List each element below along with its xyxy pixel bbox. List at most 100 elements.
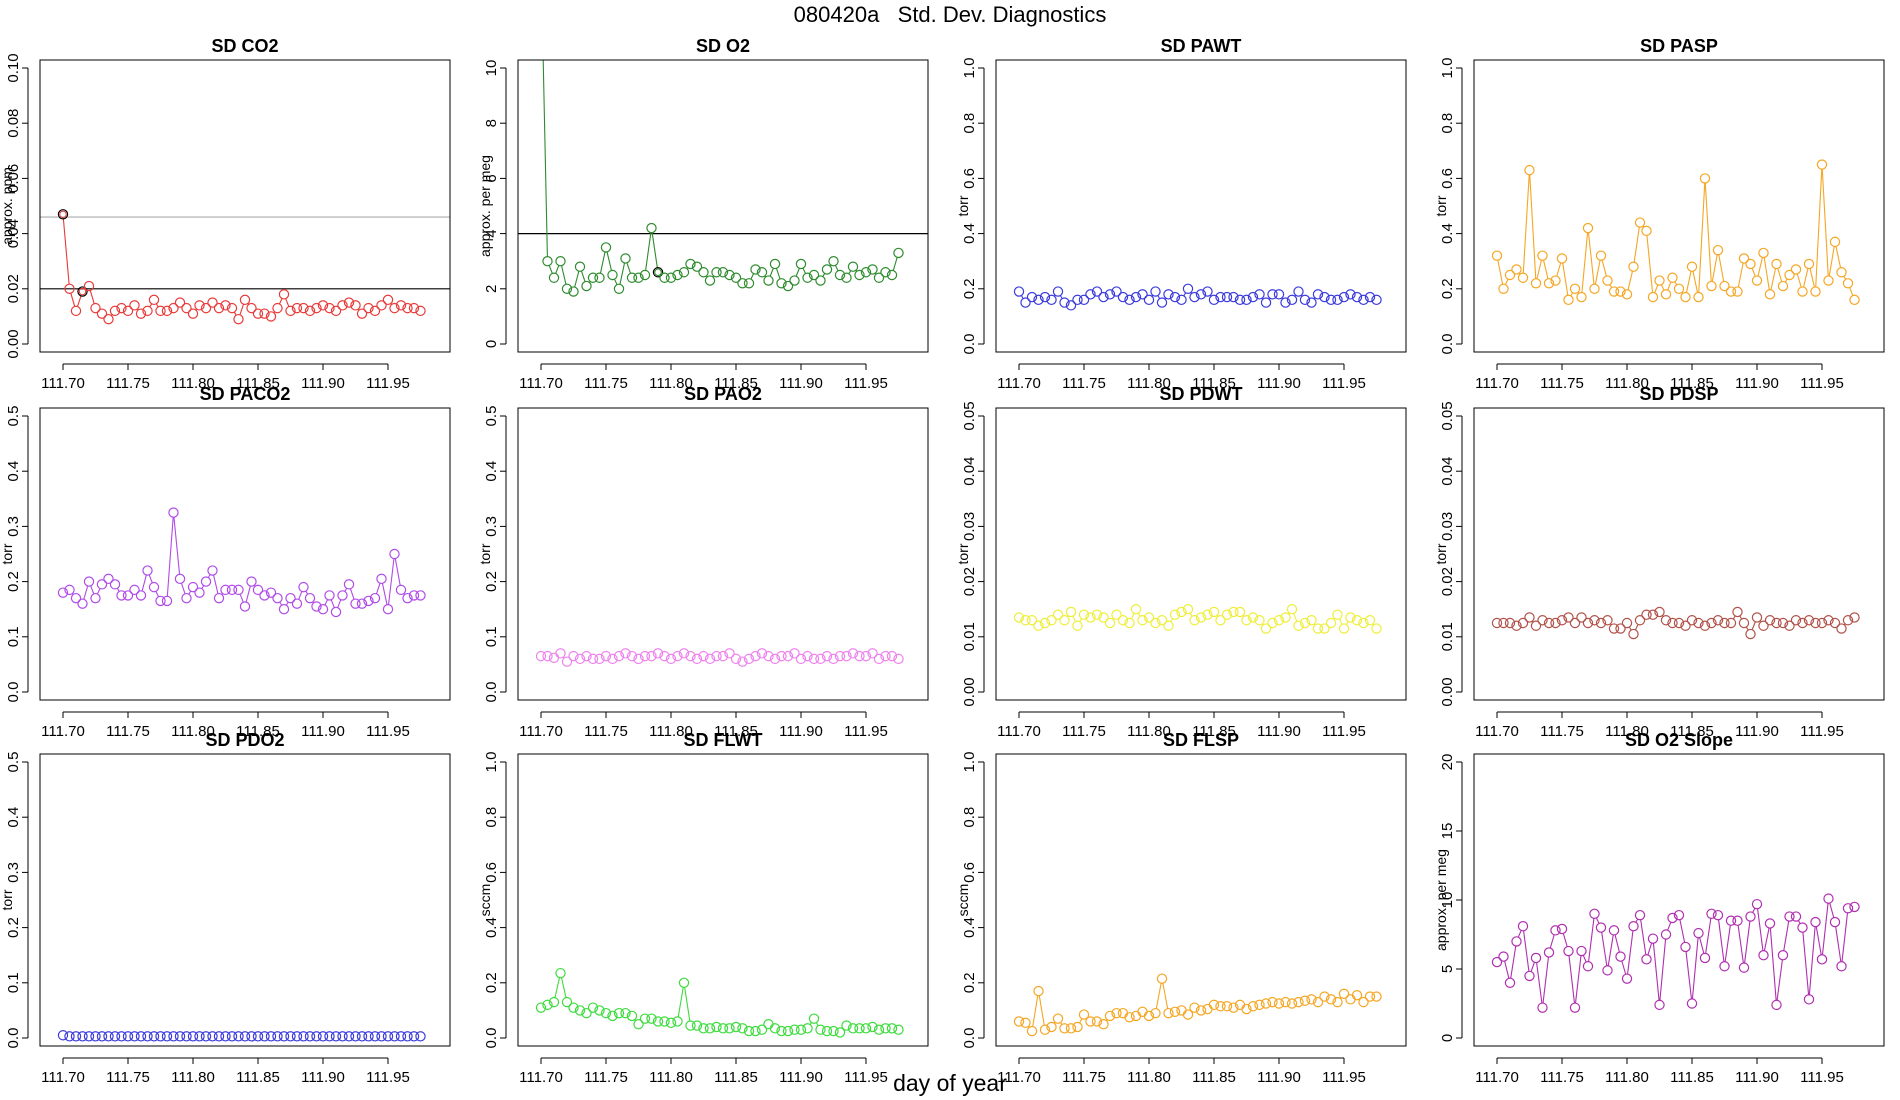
data-point bbox=[1234, 294, 1246, 306]
x-tick-label: 111.70 bbox=[519, 1069, 563, 1086]
data-point bbox=[1706, 617, 1717, 629]
data-point bbox=[278, 1031, 290, 1042]
series-line bbox=[1660, 284, 1665, 291]
data-point bbox=[1299, 617, 1311, 629]
data-point bbox=[1195, 1005, 1207, 1016]
data-point bbox=[1712, 244, 1724, 256]
panel-4: SD PACO2 111.70 111.75 111.80 111.85 111.90 11… bbox=[0, 384, 451, 740]
series-line bbox=[1614, 934, 1620, 953]
data-point bbox=[1797, 922, 1808, 933]
data-point bbox=[1013, 286, 1025, 297]
data-point bbox=[1338, 291, 1350, 303]
data-point bbox=[1660, 289, 1672, 300]
data-point bbox=[1738, 962, 1750, 973]
data-point bbox=[142, 1031, 153, 1042]
data-point bbox=[1569, 283, 1581, 294]
data-point bbox=[181, 302, 192, 314]
data-point bbox=[330, 305, 342, 317]
data-point bbox=[1504, 617, 1516, 629]
series-line bbox=[1803, 268, 1809, 288]
x-tick-label: 111.90 bbox=[301, 375, 345, 392]
data-point bbox=[1293, 286, 1304, 297]
data-point bbox=[704, 653, 716, 665]
series-line bbox=[1815, 926, 1822, 955]
series-line bbox=[1724, 925, 1731, 962]
data-point bbox=[155, 305, 166, 317]
data-point bbox=[1091, 286, 1103, 297]
panel-frame bbox=[39, 753, 451, 1047]
data-point bbox=[1810, 286, 1821, 297]
data-point bbox=[769, 653, 781, 665]
data-point bbox=[1150, 286, 1161, 297]
data-point bbox=[1026, 615, 1038, 626]
series-line bbox=[1155, 983, 1162, 1009]
series-line bbox=[1776, 959, 1783, 1001]
data-point bbox=[265, 587, 277, 598]
data-point bbox=[1085, 1016, 1096, 1027]
data-point bbox=[148, 1031, 160, 1042]
data-point bbox=[548, 272, 560, 283]
series-line bbox=[1162, 983, 1169, 1009]
data-point bbox=[1504, 977, 1516, 989]
data-point bbox=[1286, 998, 1298, 1009]
panel-0: SD CO2 111.70 111.75 111.80 111.85 111.90 111.… bbox=[0, 36, 451, 392]
series-line bbox=[387, 558, 395, 605]
y-tick-label: 0.0 bbox=[483, 682, 500, 703]
data-point bbox=[737, 1023, 748, 1034]
data-point bbox=[1351, 615, 1363, 626]
x-tick-label: 111.80 bbox=[649, 1069, 693, 1086]
series-line bbox=[1633, 227, 1640, 263]
series-line bbox=[1821, 903, 1829, 955]
data-point bbox=[568, 650, 579, 662]
series-line bbox=[1685, 951, 1693, 999]
data-point bbox=[64, 283, 75, 294]
data-point bbox=[1706, 280, 1717, 292]
series-group bbox=[1013, 973, 1382, 1037]
series-line bbox=[1809, 268, 1815, 288]
data-point bbox=[542, 999, 553, 1011]
data-point bbox=[1537, 250, 1548, 261]
y-axis-label: sccm bbox=[477, 884, 493, 917]
y-tick-label: 4 bbox=[483, 229, 500, 237]
series-line bbox=[834, 265, 839, 272]
data-point bbox=[535, 650, 547, 662]
series-line bbox=[1718, 254, 1725, 282]
data-point bbox=[1254, 289, 1265, 300]
data-point bbox=[1530, 278, 1542, 289]
data-point bbox=[1797, 286, 1808, 297]
series-line bbox=[96, 588, 101, 595]
x-tick-label: 111.80 bbox=[649, 375, 693, 392]
y-tick-label: 0.04 bbox=[5, 219, 22, 248]
series-line bbox=[750, 273, 755, 280]
data-point bbox=[220, 300, 231, 311]
data-point bbox=[1517, 921, 1529, 932]
data-point bbox=[1732, 915, 1743, 926]
data-point bbox=[1803, 258, 1815, 270]
data-point bbox=[1358, 617, 1369, 629]
series-line bbox=[802, 267, 807, 274]
data-point bbox=[304, 592, 316, 604]
data-point bbox=[587, 653, 599, 665]
data-point bbox=[1595, 250, 1607, 261]
x-tick-label: 111.75 bbox=[106, 723, 150, 740]
data-point bbox=[259, 1031, 270, 1042]
data-point bbox=[867, 648, 878, 659]
data-point bbox=[291, 598, 303, 609]
data-point bbox=[756, 1024, 768, 1035]
series-group bbox=[1013, 604, 1382, 634]
series-line bbox=[89, 290, 95, 304]
data-point bbox=[893, 247, 904, 259]
x-tick-label: 111.80 bbox=[1605, 375, 1649, 392]
panel-frame bbox=[39, 59, 451, 353]
series-line bbox=[1079, 618, 1083, 623]
data-point bbox=[698, 1023, 709, 1034]
y-axis-label: torr bbox=[1433, 195, 1449, 216]
data-point bbox=[168, 507, 179, 518]
x-tick-label: 111.75 bbox=[1062, 723, 1106, 740]
series-line bbox=[1815, 169, 1823, 287]
series-line bbox=[1737, 925, 1744, 964]
y-axis-label: torr bbox=[0, 543, 15, 564]
panel-frame bbox=[995, 59, 1407, 353]
data-point bbox=[129, 584, 140, 596]
y-tick-label: 0.00 bbox=[961, 677, 978, 706]
